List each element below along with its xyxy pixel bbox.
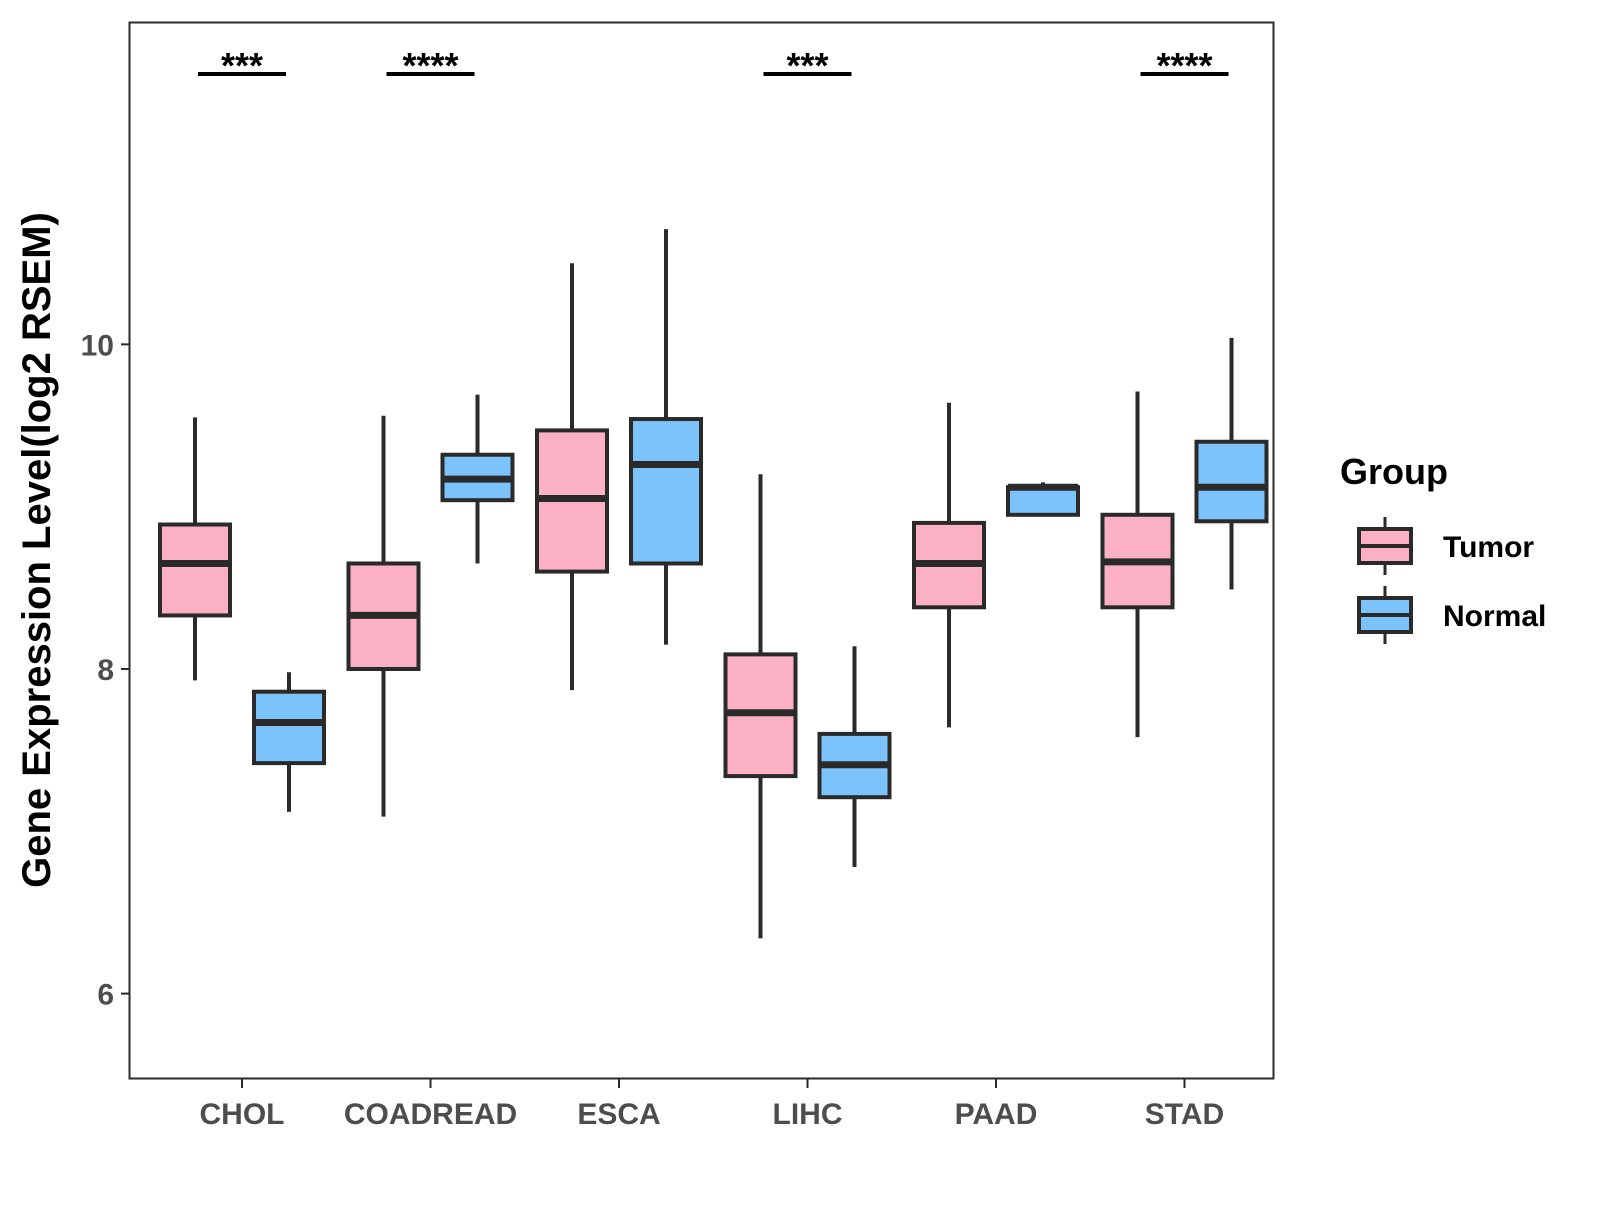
x-tick-label: ESCA <box>577 1098 660 1131</box>
box-normal-coadread <box>440 394 515 564</box>
legend-key-normal <box>1357 586 1413 644</box>
box-tumor-lihc <box>723 474 798 939</box>
box-body <box>629 417 703 566</box>
y-tick-label: 6 <box>97 979 114 1012</box>
legend: Group Tumor Normal <box>1340 451 1546 644</box>
significance-label: *** <box>786 45 828 86</box>
box-body <box>158 522 232 618</box>
box-tumor-coadread <box>346 415 421 817</box>
y-axis-label: Gene Expression Level(log2 RSEM) <box>15 212 59 888</box>
box-body <box>1194 439 1269 524</box>
legend-key-tumor <box>1357 517 1413 575</box>
boxes-layer <box>158 229 1269 939</box>
x-tick-label: PAAD <box>955 1098 1038 1131</box>
box-normal-esca <box>629 229 703 645</box>
box-normal-stad <box>1194 337 1269 590</box>
x-tick-label: COADREAD <box>344 1098 517 1131</box>
significance-label: *** <box>221 45 263 86</box>
panel-border <box>128 21 1275 1080</box>
x-tick-label: LIHC <box>773 1098 843 1131</box>
y-tick-label: 8 <box>97 654 114 687</box>
box-body <box>1006 485 1080 517</box>
x-tick-label: CHOL <box>200 1098 285 1131</box>
legend-label: Normal <box>1443 600 1546 633</box>
box-tumor-chol <box>158 417 232 681</box>
box-normal-chol <box>252 672 326 812</box>
y-tick-label: 10 <box>81 329 114 362</box>
y-axis: 6 8 10 <box>81 329 130 1012</box>
x-axis: CHOL COADREAD ESCA LIHC PAAD STAD <box>200 1078 1224 1131</box>
box-tumor-esca <box>535 263 609 691</box>
box-normal-lihc <box>817 646 892 867</box>
significance-label: **** <box>1156 45 1212 86</box>
box-normal-paad <box>1006 482 1080 517</box>
box-tumor-stad <box>1100 391 1175 738</box>
box-tumor-paad <box>912 402 986 728</box>
significance-label: **** <box>402 45 458 86</box>
legend-title: Group <box>1340 451 1448 492</box>
box-body <box>252 689 326 766</box>
significance-annotations: *** **** *** **** <box>198 45 1229 86</box>
legend-label: Tumor <box>1443 531 1534 564</box>
x-tick-label: STAD <box>1145 1098 1224 1131</box>
